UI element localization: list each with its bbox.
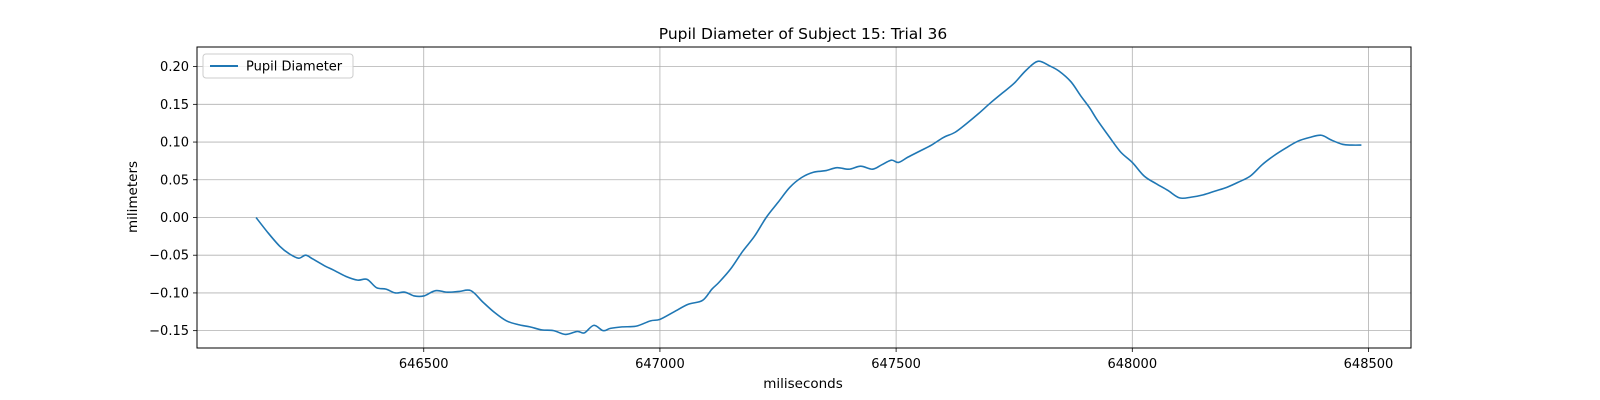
y-tick-label: 0.10 xyxy=(160,136,189,151)
y-tick-label: 0.20 xyxy=(160,60,189,75)
plot-series xyxy=(255,60,1362,336)
y-tick-label: 0.15 xyxy=(160,98,189,113)
plot-frame xyxy=(196,46,1412,349)
y-axis-label: milimeters xyxy=(125,161,141,233)
y-axis-ticks: −0.15 −0.10 −0.05 0.00 0.05 0.10 0.15 0.20 xyxy=(149,60,197,339)
x-tick-label: 647000 xyxy=(635,357,685,372)
y-tick-label: 0.00 xyxy=(160,211,189,226)
y-tick-label: −0.10 xyxy=(149,286,189,301)
x-tick-label: 646500 xyxy=(399,357,449,372)
x-tick-label: 648500 xyxy=(1344,357,1394,372)
grid-lines xyxy=(197,47,1411,348)
series-line-pupil-diameter xyxy=(255,60,1362,336)
y-tick-label: −0.05 xyxy=(149,249,189,264)
y-tick-label: 0.05 xyxy=(160,173,189,188)
x-axis-label: miliseconds xyxy=(763,376,843,392)
y-tick-label: −0.15 xyxy=(149,324,189,339)
x-tick-label: 647500 xyxy=(871,357,921,372)
legend-label: Pupil Diameter xyxy=(246,60,343,75)
legend-box xyxy=(202,53,354,79)
chart-title: Pupil Diameter of Subject 15: Trial 36 xyxy=(659,25,948,43)
legend: Pupil Diameter xyxy=(202,53,354,79)
x-axis-ticks: 646500 647000 647500 648000 648500 xyxy=(399,348,1393,372)
x-tick-label: 648000 xyxy=(1107,357,1157,372)
